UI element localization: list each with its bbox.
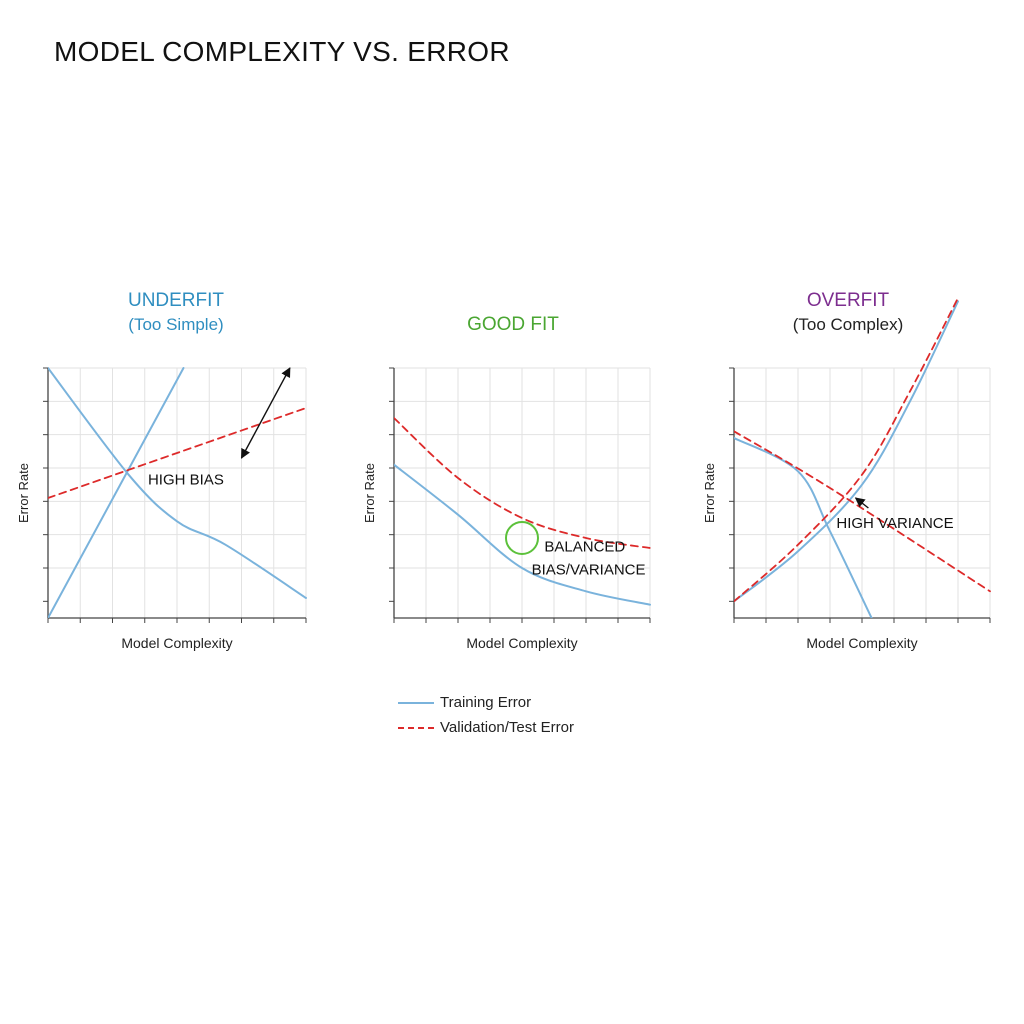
overfit-subtitle: (Too Complex) — [792, 315, 904, 334]
training-error-line — [48, 367, 185, 618]
legend-item-validation: Validation/Test Error — [398, 715, 574, 740]
series-group — [394, 417, 651, 606]
x-axis-label: Model Complexity — [121, 635, 232, 651]
x-axis-label: Model Complexity — [806, 635, 917, 651]
chart-panel-3: Model Complexity Error Rate HIGH VARIANCE — [702, 297, 991, 651]
annotation-label: BALANCED — [544, 538, 625, 555]
training-error-line — [394, 463, 651, 606]
legend: Training Error Validation/Test Error — [398, 690, 574, 740]
legend-swatch-training — [398, 701, 434, 704]
y-axis-label: Error Rate — [702, 463, 717, 523]
annotation-label: HIGH BIAS — [148, 472, 224, 489]
overfit-title: OVERFIT — [806, 290, 890, 311]
bias-double-arrow — [240, 367, 291, 459]
training-error-line — [734, 437, 873, 618]
validation-error-line — [734, 297, 959, 603]
validation-error-line — [394, 417, 651, 549]
annotation-label: BIAS/VARIANCE — [532, 562, 646, 579]
y-axis-label: Error Rate — [362, 463, 377, 523]
chart-panel-1: Model Complexity Error Rate HIGH BIAS — [16, 367, 307, 651]
annotation-label: HIGH VARIANCE — [836, 515, 953, 532]
chart-panel-2: Model Complexity Error Rate BALANCED BIAS/V… — [362, 367, 651, 651]
y-axis-label: Error Rate — [16, 463, 31, 523]
validation-error-line — [734, 430, 991, 593]
legend-item-training: Training Error — [398, 690, 574, 715]
x-axis-label: Model Complexity — [466, 635, 577, 651]
training-error-line — [734, 300, 959, 603]
legend-label-validation: Validation/Test Error — [440, 719, 574, 736]
balance-circle-marker — [505, 521, 539, 555]
goodfit-title: GOOD FIT — [467, 314, 559, 335]
legend-label-training: Training Error — [440, 694, 532, 711]
training-error-line — [48, 367, 307, 599]
variance-arrow — [854, 497, 869, 509]
underfit-title: UNDERFIT — [127, 290, 225, 311]
series-group — [734, 297, 991, 618]
legend-swatch-validation — [398, 726, 434, 729]
underfit-subtitle: (Too Simple) — [128, 315, 224, 334]
main-title: MODEL COMPLEXITY VS. ERROR — [54, 36, 510, 67]
